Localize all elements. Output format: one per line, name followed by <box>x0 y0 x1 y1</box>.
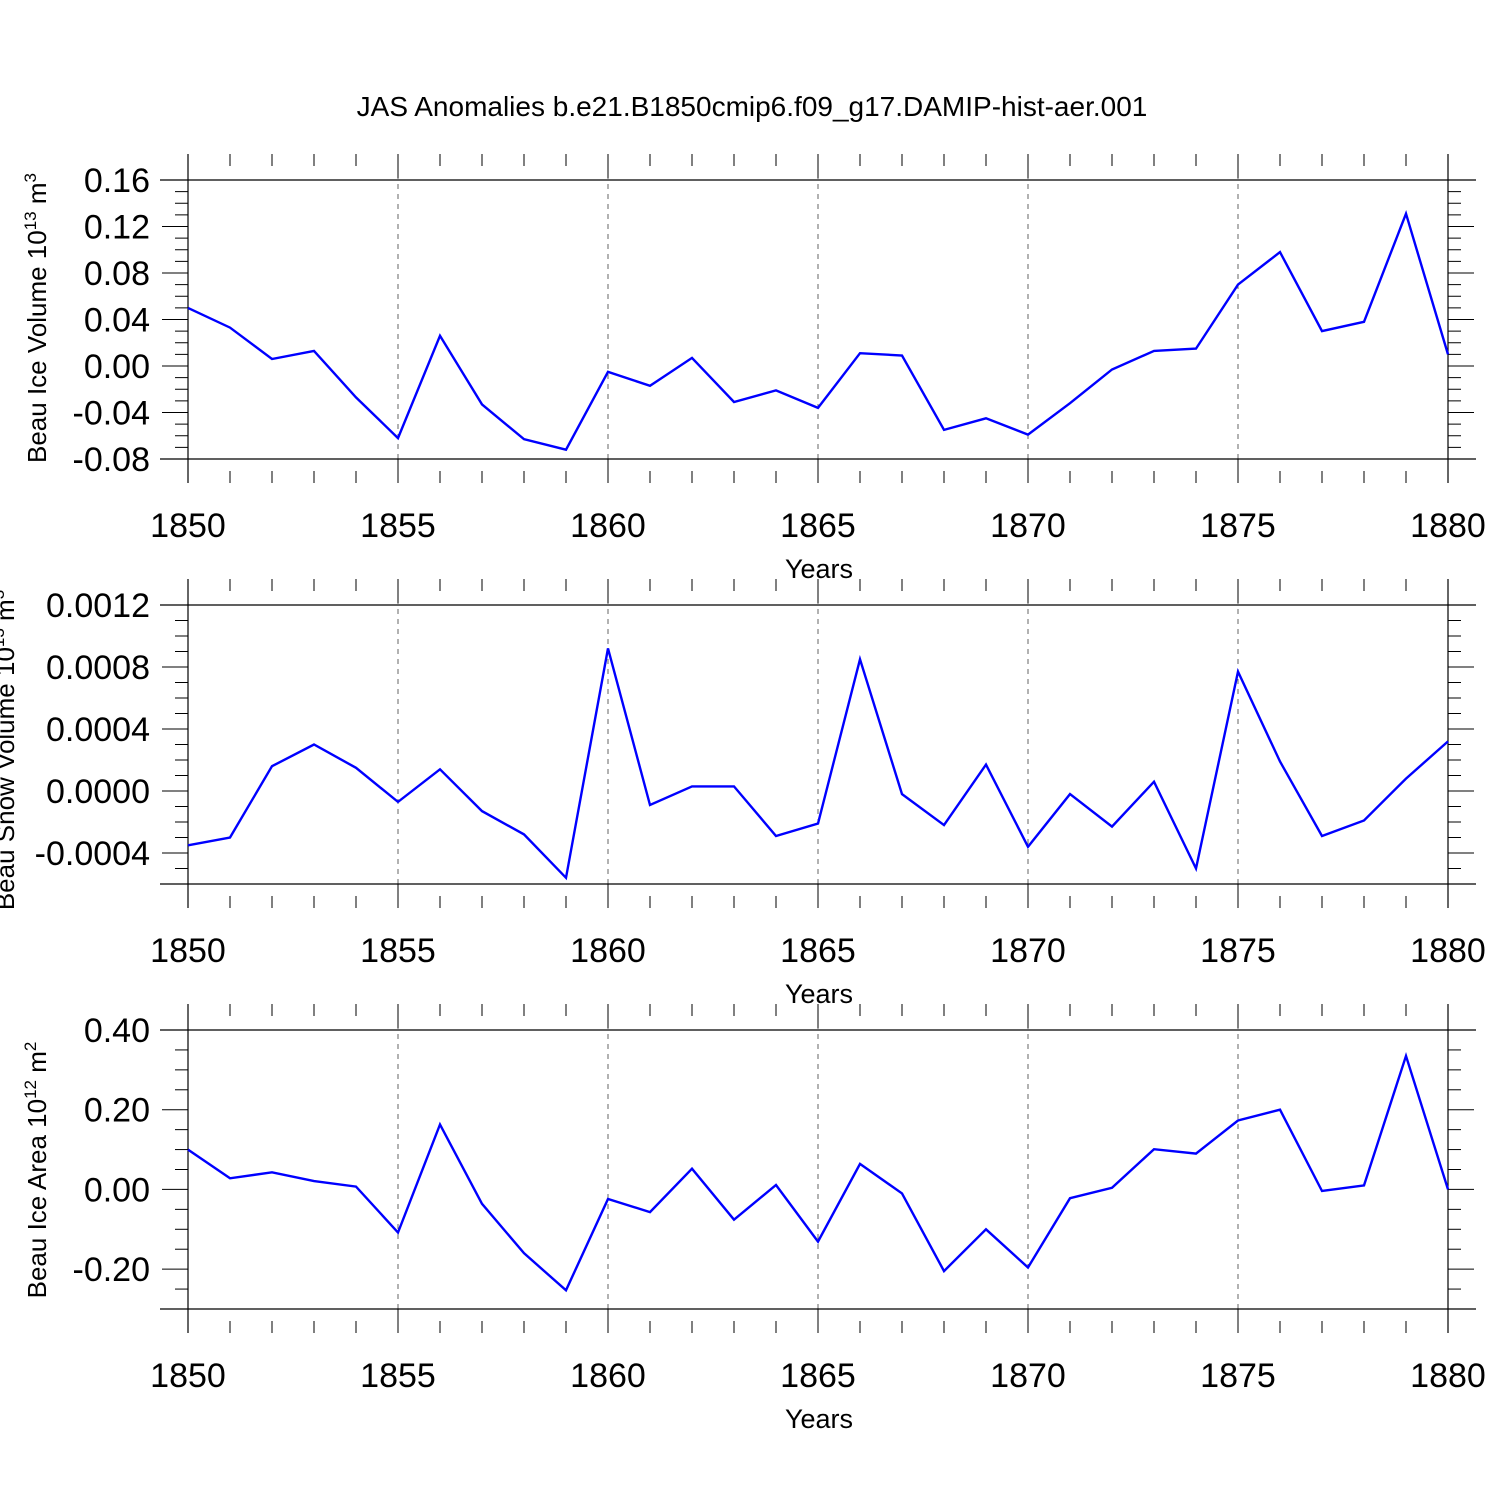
x-tick-label: 1870 <box>990 1357 1066 1395</box>
x-tick-label: 1855 <box>360 507 436 545</box>
y-axis-title-mid: m <box>22 182 52 211</box>
y-tick-label: 0.0012 <box>46 587 150 625</box>
x-tick-label: 1875 <box>1200 932 1276 970</box>
y-tick-label: 0.00 <box>84 1171 150 1209</box>
y-tick-label: 0.00 <box>84 348 150 386</box>
y-tick-label: 0.0000 <box>46 773 150 811</box>
chart-panel-2: -0.0004 0.0000 0.0004 0.0008 0.0012 1850 1855 1… <box>0 579 1486 1009</box>
y-tick-label: 0.16 <box>84 162 150 200</box>
x-tick-label: 1880 <box>1410 507 1486 545</box>
x-tick-label: 1865 <box>780 1357 856 1395</box>
figure-title: JAS Anomalies b.e21.B1850cmip6.f09_g17.D… <box>357 91 1148 122</box>
x-tick-label: 1880 <box>1410 932 1486 970</box>
y-tick-label: 0.0008 <box>46 649 150 687</box>
y-axis-title-main: Beau Ice Volume 10 <box>22 230 52 463</box>
x-tick-label: 1850 <box>150 932 226 970</box>
chart-panel-1: -0.08 -0.04 0.00 0.04 0.08 0.12 0.16 1850 1855 18… <box>21 154 1486 584</box>
y-tick-label: 0.04 <box>84 302 150 340</box>
x-tick-label: 1855 <box>360 932 436 970</box>
x-tick-label: 1880 <box>1410 1357 1486 1395</box>
y-axis-title-sup2: 3 <box>21 173 40 182</box>
x-tick-label: 1875 <box>1200 1357 1276 1395</box>
x-tick-label: 1860 <box>570 1357 646 1395</box>
series-line <box>187 648 1449 881</box>
y-tick-label: -0.04 <box>73 395 151 433</box>
y-axis-title-sup1: 13 <box>0 628 8 647</box>
series-line <box>187 210 1450 452</box>
x-tick-label: 1875 <box>1200 507 1276 545</box>
x-axis-title: Years <box>785 1404 853 1434</box>
y-axis-title: Beau Snow Volume 1013 m3 <box>0 590 20 910</box>
y-axis-title-mid: m <box>22 1051 52 1080</box>
y-axis-title-sup1: 13 <box>21 211 40 230</box>
x-tick-label: 1860 <box>570 932 646 970</box>
y-tick-label: -0.20 <box>73 1251 151 1289</box>
y-axis-title-main: Beau Snow Volume 10 <box>0 647 20 910</box>
y-tick-label: 0.20 <box>84 1092 150 1130</box>
x-tick-label: 1860 <box>570 507 646 545</box>
y-tick-label: 0.40 <box>84 1012 150 1050</box>
series-line <box>187 1051 1450 1293</box>
y-tick-label: 0.0004 <box>46 711 150 749</box>
y-tick-label: -0.08 <box>73 441 151 479</box>
y-axis-title-main: Beau Ice Area 10 <box>22 1099 52 1298</box>
x-tick-label: 1850 <box>150 1357 226 1395</box>
y-tick-label: 0.08 <box>84 255 150 293</box>
x-axis-title: Years <box>785 979 853 1009</box>
x-tick-label: 1865 <box>780 932 856 970</box>
y-axis-title-sup2: 2 <box>21 1042 40 1051</box>
y-tick-label: -0.0004 <box>35 835 150 873</box>
y-axis-title: Beau Ice Volume 1013 m3 <box>21 173 52 463</box>
x-axis-title: Years <box>785 554 853 584</box>
x-tick-label: 1855 <box>360 1357 436 1395</box>
y-axis-title-mid: m <box>0 599 20 628</box>
x-tick-label: 1870 <box>990 932 1066 970</box>
y-axis-title-sup1: 12 <box>21 1080 40 1099</box>
x-tick-label: 1865 <box>780 507 856 545</box>
x-tick-label: 1850 <box>150 507 226 545</box>
y-axis-title: Beau Ice Area 1012 m2 <box>21 1042 52 1299</box>
y-tick-label: 0.12 <box>84 209 150 247</box>
x-tick-label: 1870 <box>990 507 1066 545</box>
y-axis-title-sup2: 3 <box>0 590 8 599</box>
chart-panel-3: -0.20 0.00 0.20 0.40 1850 1855 1860 1865 1870 187… <box>21 1004 1486 1434</box>
